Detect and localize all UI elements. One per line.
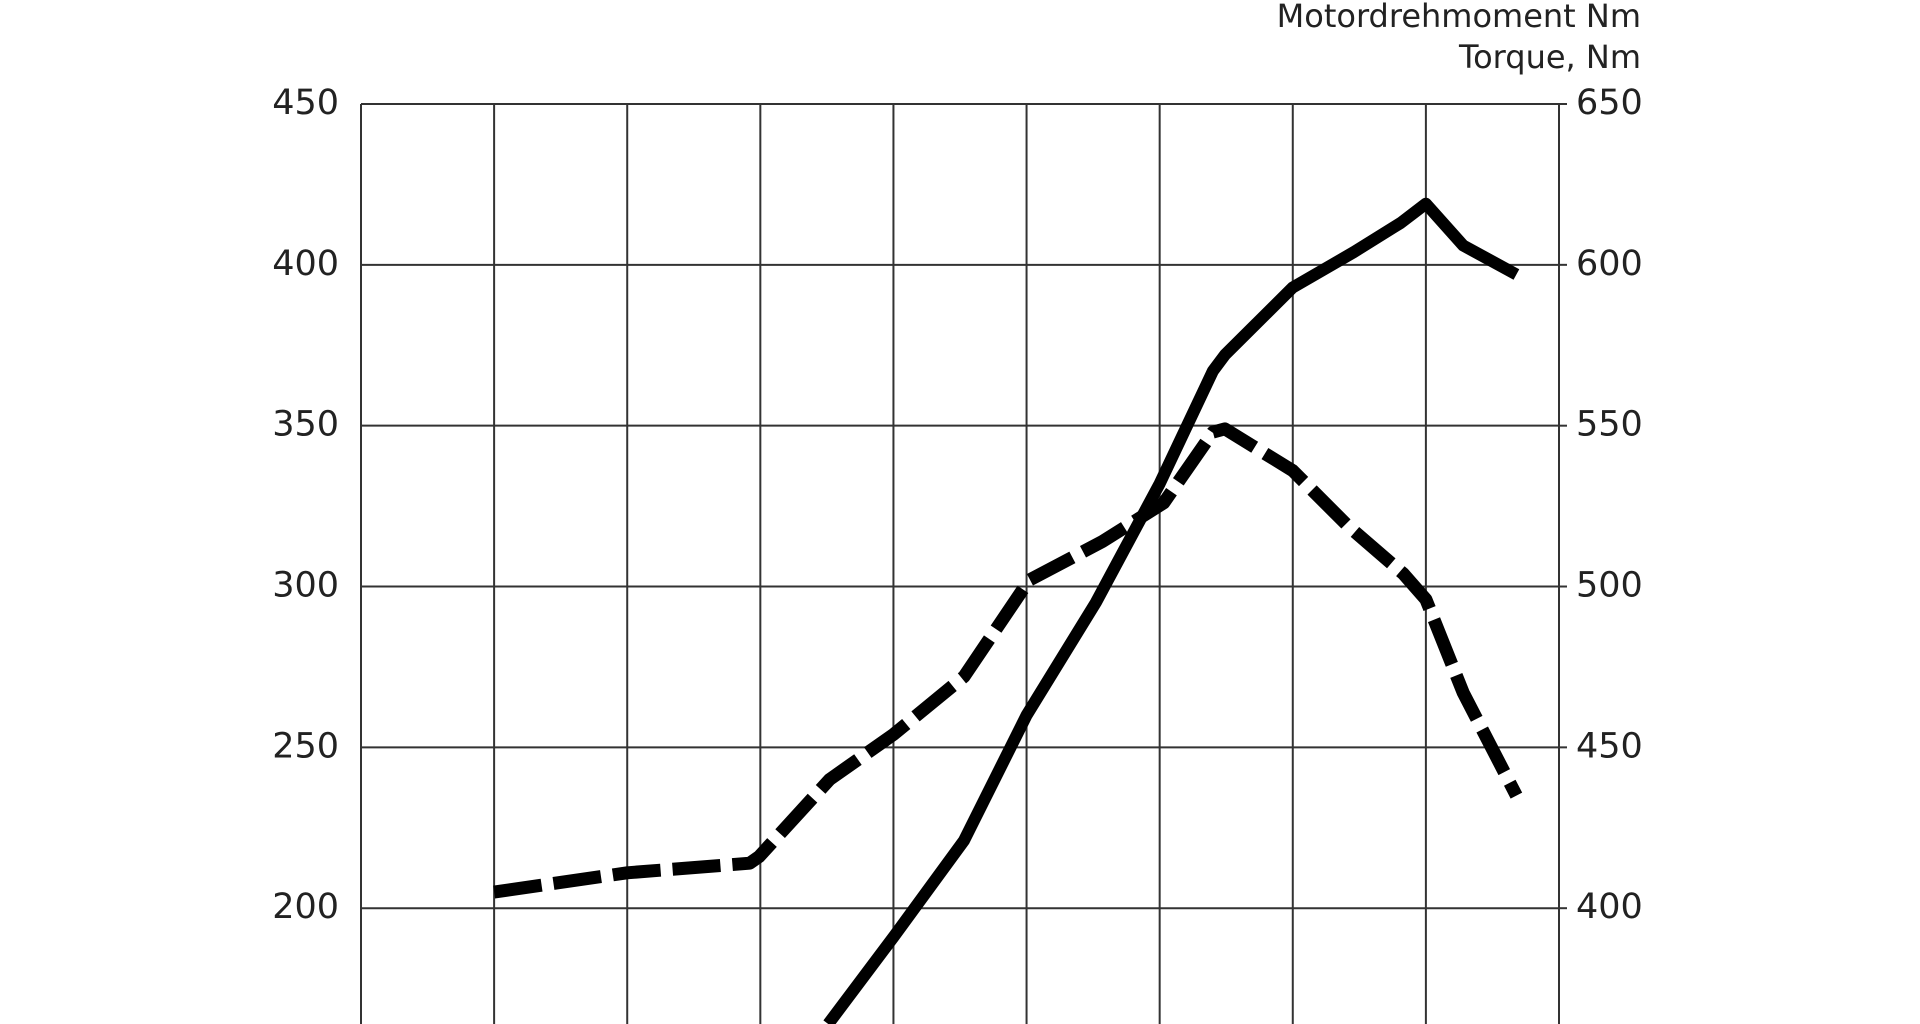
y2-tick-label: 450	[1576, 726, 1643, 766]
y-tick-label: 200	[272, 887, 339, 927]
y2-tick-label: 550	[1576, 405, 1643, 445]
dashed-line	[493, 422, 1523, 899]
y2-tick-label: 500	[1576, 566, 1643, 606]
y-tick-label: 450	[272, 83, 339, 123]
y-tick-label: 300	[272, 566, 339, 606]
y2-axis-title: Torque, Nm	[1458, 38, 1641, 76]
y-tick-label: 250	[272, 726, 339, 766]
y-tick-label: 400	[272, 244, 339, 284]
solid-line	[823, 197, 1520, 1024]
y2-axis-title: Motordrehmoment Nm	[1277, 0, 1641, 35]
y-tick-label: 350	[272, 405, 339, 445]
y2-tick-label: 400	[1576, 887, 1643, 927]
y2-tick-label: 600	[1576, 244, 1643, 284]
y2-tick-label: 650	[1576, 83, 1643, 123]
